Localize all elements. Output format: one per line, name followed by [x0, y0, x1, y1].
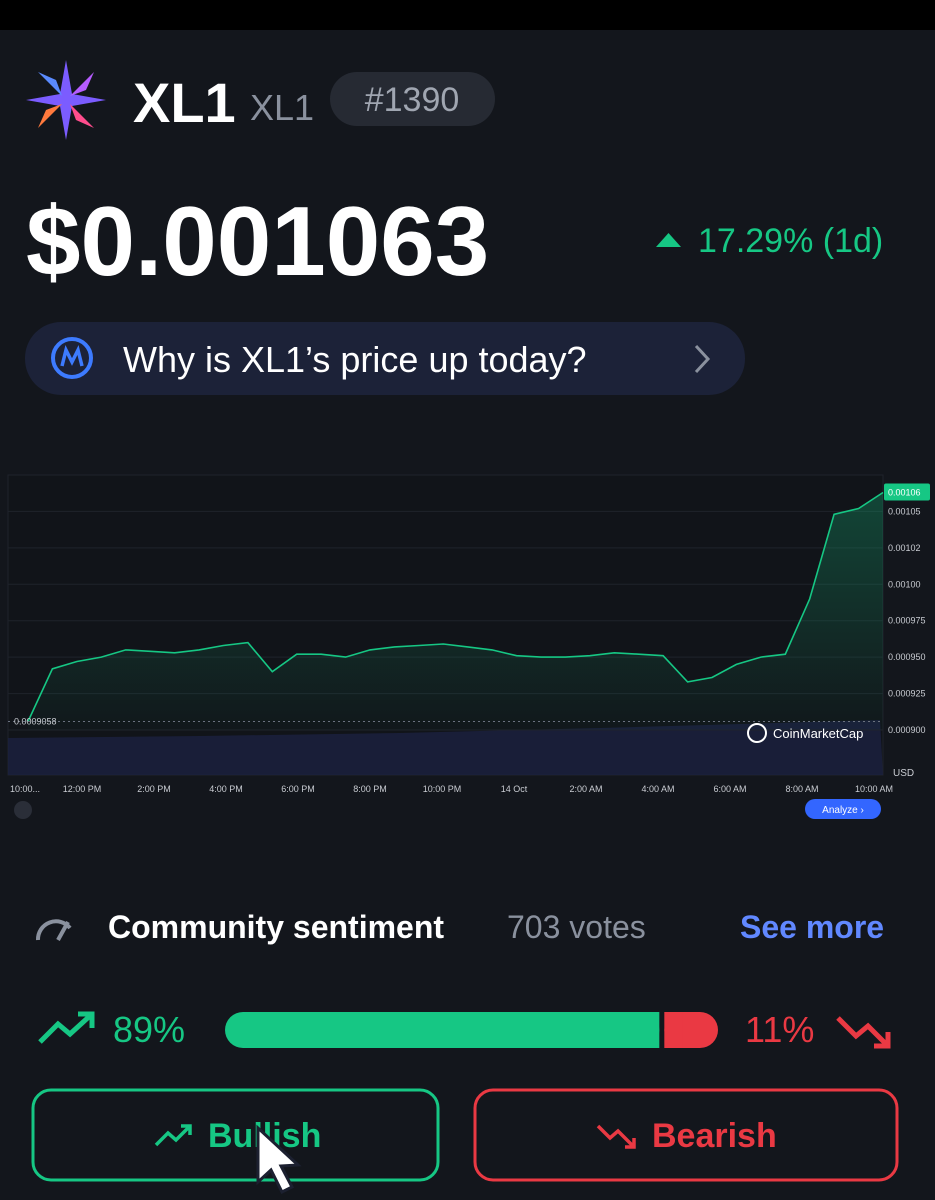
bullish-bar-end: [641, 1012, 660, 1048]
bearish-percent: 11%: [745, 1009, 814, 1050]
x-tick-label: 10:00 AM: [855, 784, 893, 794]
volume-area: [8, 720, 883, 775]
gauge-needle: [56, 921, 70, 941]
cursor: [256, 1124, 302, 1195]
coin-logo: [26, 60, 106, 140]
bullish-icon: [38, 1011, 95, 1044]
see-more[interactable]: See more: [740, 909, 884, 945]
history-icon[interactable]: [14, 801, 32, 819]
analyze-button[interactable]: [805, 799, 881, 819]
watermark: CoinMarketCap: [747, 723, 863, 743]
x-tick-label: 2:00 AM: [569, 784, 602, 794]
sentiment-title: Community sentiment: [108, 909, 444, 945]
current-price-label: 0.00106: [888, 487, 921, 497]
chevron: [694, 344, 711, 374]
x-tick-label: 6:00 AM: [713, 784, 746, 794]
x-tick-label: 4:00 PM: [209, 784, 243, 794]
y-tick-label: 0.000925: [888, 689, 926, 699]
coin-symbol: XL1: [250, 87, 314, 128]
current-price-box: [884, 483, 930, 501]
why-button-bg[interactable]: [25, 322, 745, 395]
x-tick-label: 8:00 PM: [353, 784, 387, 794]
analyze-text[interactable]: Analyze ›: [822, 805, 864, 816]
x-tick-label: 6:00 PM: [281, 784, 315, 794]
bullish-button-border[interactable]: [31, 1088, 440, 1182]
bearish-button-text[interactable]: Bearish: [652, 1117, 777, 1155]
x-tick-label: 8:00 AM: [785, 784, 818, 794]
ai-icon: [51, 337, 93, 379]
y-tick-label: 0.000975: [888, 616, 926, 626]
price-line: [27, 491, 884, 722]
coin-name: XL1: [133, 71, 236, 134]
rank: #1390: [365, 81, 460, 119]
watermark-text: CoinMarketCap: [773, 726, 863, 741]
status-bar: [0, 0, 935, 30]
x-tick-label: 4:00 AM: [641, 784, 674, 794]
y-tick-label: 0.00100: [888, 579, 921, 589]
y-tick-label: 0.000900: [888, 725, 926, 735]
bullish-button-icon: [154, 1124, 192, 1147]
votes: 703 votes: [507, 909, 646, 945]
bearish-icon: [836, 1016, 891, 1049]
bearish-button-border[interactable]: [473, 1088, 899, 1182]
x-tick-label: 14 Oct: [501, 784, 528, 794]
bearish-bar-start: [664, 1012, 683, 1048]
price-change: 17.29% (1d): [698, 222, 883, 260]
price: $0.001063: [26, 186, 489, 296]
why-text[interactable]: Why is XL1’s price up today?: [123, 339, 587, 380]
price-area: [28, 492, 883, 730]
sentiment-bar: [225, 1012, 718, 1048]
ai-icon-m: [60, 344, 84, 367]
why-button[interactable]: Why is XL1’s price up today?: [25, 322, 745, 395]
y-tick-label: 0.00102: [888, 543, 921, 553]
x-tick-label: 2:00 PM: [137, 784, 171, 794]
y-tick-label: 0.00105: [888, 506, 921, 516]
up-triangle: [656, 233, 681, 247]
bearish-button-icon: [596, 1124, 636, 1149]
x-tick-label: 10:00...: [10, 784, 40, 794]
bearish-button[interactable]: Bearish: [473, 1088, 899, 1182]
start-price-label: 0.0009058: [14, 717, 57, 727]
x-tick-label: 10:00 PM: [423, 784, 462, 794]
x-tick-label: 12:00 PM: [63, 784, 102, 794]
bullish-bar: [225, 1012, 660, 1048]
rank-pill: [330, 72, 495, 126]
y-tick-label: 0.000950: [888, 652, 926, 662]
price-chart: 0.000900 0.000925 0.000950 0.000975 0.00100 0…: [8, 483, 930, 794]
currency: USD: [893, 768, 914, 779]
bullish-percent: 89%: [113, 1009, 185, 1050]
